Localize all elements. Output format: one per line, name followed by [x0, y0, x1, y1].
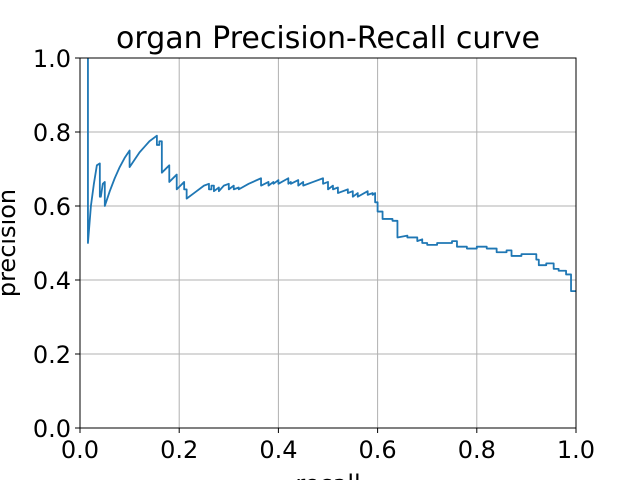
chart-title: organ Precision-Recall curve	[116, 21, 540, 56]
axis-ticks: 0.0 0.2 0.4 0.6 0.8 1.0 0.0 0.2 0.4 0.6 0.8 1.0	[33, 45, 595, 464]
series-line	[87, 58, 576, 293]
x-tick-label: 0.2	[160, 436, 198, 464]
plot-area	[87, 58, 576, 293]
y-tick-label: 0.6	[33, 193, 71, 221]
x-tick-label: 0.0	[61, 436, 99, 464]
x-tick-label: 0.4	[259, 436, 297, 464]
y-tick-label: 0.0	[33, 415, 71, 443]
y-axis-label: precision	[0, 189, 21, 297]
x-tick-label: 0.8	[458, 436, 496, 464]
x-axis-label: recall	[295, 470, 360, 480]
y-tick-label: 0.4	[33, 267, 71, 295]
y-tick-label: 0.2	[33, 341, 71, 369]
y-tick-label: 0.8	[33, 119, 71, 147]
x-tick-label: 0.6	[359, 436, 397, 464]
plot-frame	[79, 57, 577, 429]
y-tick-label: 1.0	[33, 45, 71, 73]
x-tick-label: 1.0	[557, 436, 595, 464]
